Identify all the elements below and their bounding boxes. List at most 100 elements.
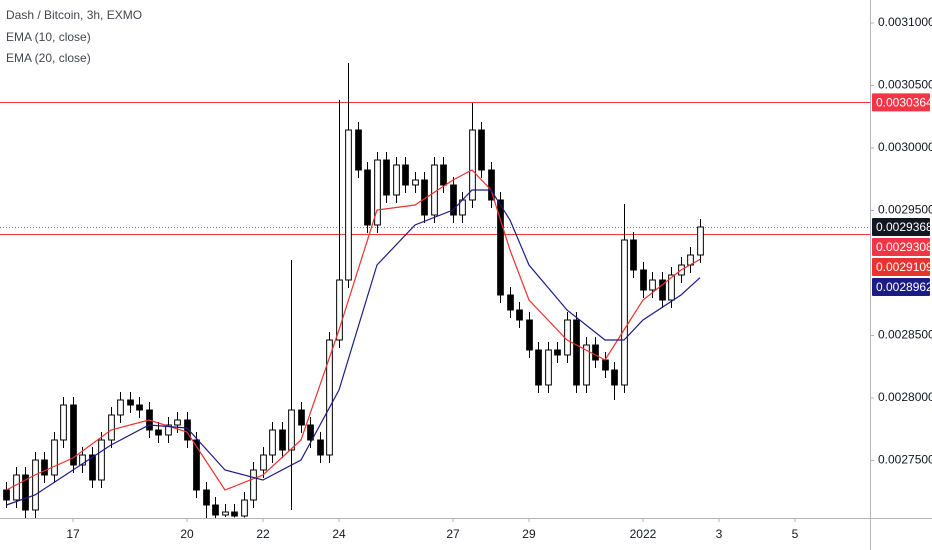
candle-body [193, 439, 200, 491]
candle-body [32, 459, 39, 511]
candle-body [659, 279, 666, 301]
candle-body [668, 274, 675, 301]
candle-body [497, 199, 504, 296]
candle-body [13, 474, 20, 501]
candle-body [317, 439, 324, 456]
candle-body [526, 319, 533, 351]
candle-body [507, 294, 514, 311]
candle-body [402, 164, 409, 186]
candle-body [70, 404, 77, 466]
candle-body [630, 239, 637, 271]
candle-body [345, 129, 352, 281]
candle-body [602, 359, 609, 371]
candle-body [336, 279, 343, 341]
legend-title: Dash / Bitcoin, 3h, EXMO [6, 8, 142, 22]
candle-body [89, 454, 96, 481]
candle-body [51, 439, 58, 476]
price-label-text: 0.00289628 [876, 280, 932, 294]
candle-body [288, 409, 295, 451]
x-tick-label: 5 [792, 527, 799, 541]
candle-body [488, 169, 495, 201]
price-label-box [872, 218, 930, 236]
price-label-box [872, 278, 930, 296]
x-tick-label: 24 [332, 527, 346, 541]
candle-body [222, 511, 229, 516]
candle-body [3, 489, 10, 501]
candle-body [697, 226, 704, 256]
ema-line [6, 189, 701, 506]
price-label-text: 0.00303646 [876, 96, 932, 110]
candle-body [108, 414, 115, 441]
candle-body [136, 404, 143, 411]
candle-body [640, 269, 647, 291]
candle-body [621, 239, 628, 386]
x-tick-label: 22 [256, 527, 270, 541]
line-price-label: 0.00303646 [872, 93, 932, 112]
candle-body [79, 454, 86, 466]
candle-body [592, 344, 599, 361]
candle-body [117, 399, 124, 416]
candle-body [260, 454, 267, 471]
candle-body [583, 344, 590, 386]
x-tick-label: 17 [66, 527, 80, 541]
candle-body [279, 429, 286, 451]
candle-body [41, 459, 48, 476]
candle-body [355, 129, 362, 171]
candle-body [545, 349, 552, 386]
price-label-box [872, 93, 930, 112]
candle-body [431, 164, 438, 216]
candle-body [184, 419, 191, 441]
candle-body [611, 369, 618, 386]
candle-body [649, 279, 656, 291]
candle-body [127, 399, 134, 406]
legend-entry: EMA (20, close) [6, 51, 91, 65]
candle-body [174, 419, 181, 426]
candle-body [326, 339, 333, 456]
x-tick-label: 20 [180, 527, 194, 541]
ema-price-label: 0.00289628 [872, 278, 932, 296]
candle-body [478, 129, 485, 171]
candle-body [60, 404, 67, 441]
candle-body [298, 409, 305, 426]
legend-entry: EMA (10, close) [6, 30, 91, 44]
candle-body [535, 349, 542, 386]
candle-body [241, 499, 248, 517]
candle-body [393, 164, 400, 196]
candle-body [573, 319, 580, 386]
candle-body [165, 424, 172, 436]
candle-body [269, 429, 276, 456]
candle-body [564, 319, 571, 356]
candle-body [22, 474, 29, 511]
candle-body [374, 159, 381, 226]
candle-body [554, 349, 561, 356]
candle-body [231, 511, 238, 517]
candle-body [203, 489, 210, 506]
candle-body [98, 439, 105, 481]
candle-body [469, 129, 476, 201]
x-tick-label: 2022 [630, 527, 657, 541]
x-tick-label: 3 [716, 527, 723, 541]
candle-body [383, 159, 390, 196]
x-tick-label: 29 [522, 527, 536, 541]
candle-body [364, 169, 371, 226]
y-tick-label: 0.00275000 [878, 453, 932, 467]
candle-body [450, 184, 457, 216]
x-tick-label: 27 [446, 527, 460, 541]
price-label-box [872, 238, 930, 256]
plot-area [0, 63, 870, 518]
candle-body [412, 179, 419, 186]
candle-body [155, 429, 162, 436]
ema-line [6, 169, 701, 491]
candle-body [250, 469, 257, 501]
